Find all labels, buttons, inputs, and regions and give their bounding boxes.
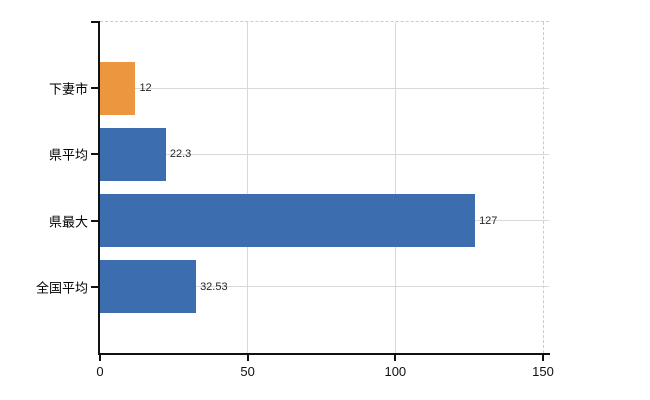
x-gridline xyxy=(394,22,396,353)
y-axis-tick xyxy=(91,219,100,222)
value-label: 12 xyxy=(139,82,152,95)
y-axis-line xyxy=(98,22,100,353)
x-axis-line xyxy=(98,353,550,355)
bar xyxy=(100,260,197,314)
x-tick-label: 0 xyxy=(96,364,104,379)
plot-border-right xyxy=(543,22,544,353)
x-axis-tick xyxy=(394,355,397,361)
x-gridline xyxy=(247,22,249,353)
bar xyxy=(100,61,136,115)
value-label: 32.53 xyxy=(200,280,228,293)
x-axis-tick xyxy=(246,355,249,361)
category-label: 下妻市 xyxy=(48,81,88,97)
y-gridline xyxy=(100,87,549,89)
category-label: 県最大 xyxy=(48,214,88,230)
value-label: 22.3 xyxy=(169,148,192,161)
x-axis-tick xyxy=(99,355,101,361)
plot-border-top xyxy=(100,21,549,22)
x-tick-label: 100 xyxy=(384,364,407,379)
y-axis-top-tick xyxy=(91,21,100,23)
y-axis-tick xyxy=(91,87,100,90)
x-tick-label: 50 xyxy=(240,364,255,379)
y-axis-tick xyxy=(91,285,100,288)
y-gridline xyxy=(100,286,549,288)
category-label: 全国平均 xyxy=(35,280,88,296)
category-label: 県平均 xyxy=(48,147,88,163)
x-axis-tick xyxy=(542,355,544,361)
y-axis-tick xyxy=(91,153,100,156)
bar xyxy=(100,127,166,181)
bar xyxy=(100,194,476,248)
y-gridline xyxy=(100,153,549,155)
x-tick-label: 150 xyxy=(532,364,554,379)
value-label: 127 xyxy=(479,214,498,227)
plot-area: 下妻市 12 県平均 22.3 県最大 127 全国平均 32.53 0 50 100 150 xyxy=(36,21,554,379)
